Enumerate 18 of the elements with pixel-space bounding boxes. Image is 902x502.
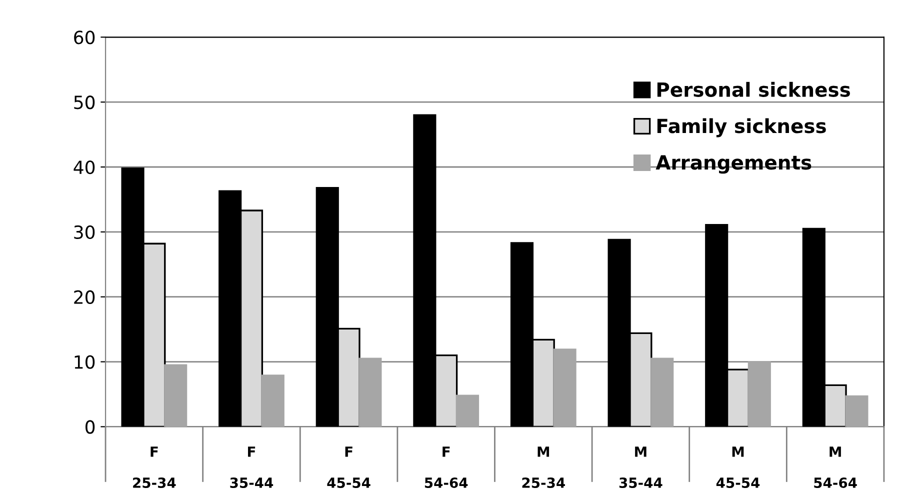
category-label: M 45-54 — [716, 446, 760, 488]
y-tick-label: 10 — [74, 355, 95, 369]
category-label: M 35-44 — [619, 446, 662, 488]
category-label: F 25-34 — [133, 446, 176, 488]
y-tick-label: 20 — [74, 290, 95, 304]
category-label: F 35-44 — [230, 446, 274, 488]
category-label: F 45-54 — [327, 446, 370, 488]
category-label: F 54-64 — [424, 446, 468, 488]
y-tick-label: 40 — [74, 160, 95, 174]
legend-label: Personal sickness — [657, 82, 850, 97]
legend-label: Arrangements — [656, 155, 812, 174]
category-label: M 25-34 — [522, 446, 565, 488]
y-tick-label: 50 — [74, 96, 95, 110]
y-tick-label: 30 — [74, 225, 95, 240]
category-label: M 54-64 — [814, 446, 857, 488]
y-tick-label: 60 — [74, 30, 95, 44]
legend-label: Family sickness — [657, 118, 826, 138]
y-tick-label: 0 — [86, 420, 95, 434]
